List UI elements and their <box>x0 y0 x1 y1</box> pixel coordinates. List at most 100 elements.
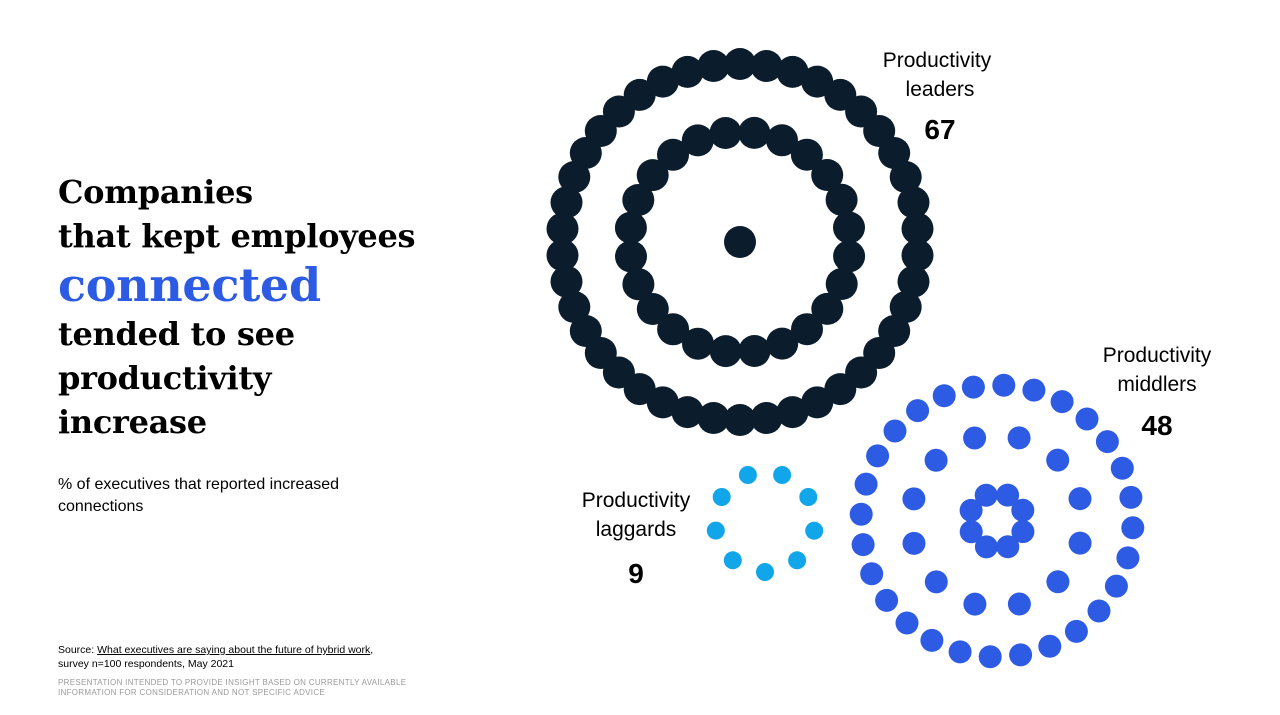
data-dot <box>646 386 679 419</box>
data-dot <box>546 212 579 245</box>
data-dot <box>697 402 730 434</box>
data-dot <box>1095 430 1119 454</box>
data-dot <box>657 313 690 346</box>
source-suffix: , <box>370 644 374 656</box>
data-dot <box>622 184 655 216</box>
headline-line-4: productivity <box>58 359 272 397</box>
data-dot <box>875 588 899 612</box>
data-dot <box>671 396 704 429</box>
data-dot <box>750 50 783 82</box>
data-dot <box>724 226 756 258</box>
data-dot <box>961 375 985 399</box>
data-dot <box>996 483 1020 507</box>
data-dot <box>697 50 730 82</box>
data-dot <box>974 483 998 507</box>
leaders-label-line-2: leaders <box>906 78 975 101</box>
data-dot <box>1104 574 1128 598</box>
data-dot <box>681 124 714 157</box>
leaders-label-line-1: Productivity <box>883 49 992 72</box>
data-dot <box>897 265 930 298</box>
data-dot <box>974 535 998 559</box>
data-dot <box>902 487 926 511</box>
data-dot <box>706 521 725 540</box>
data-dot <box>825 183 858 216</box>
data-dot <box>738 116 771 149</box>
data-dot <box>1050 390 1074 414</box>
data-dot <box>902 531 926 555</box>
data-dot <box>623 78 656 111</box>
source-prefix: Source: <box>58 644 98 656</box>
chart-subtitle: % of executives that reported increased … <box>58 476 340 515</box>
data-dot <box>801 386 834 419</box>
data-dot <box>723 551 742 570</box>
data-dot <box>932 384 956 408</box>
data-dot <box>959 498 983 522</box>
data-dot <box>766 124 798 157</box>
data-dot <box>963 426 987 450</box>
data-dot <box>860 562 884 586</box>
data-dot <box>776 55 809 88</box>
data-dot <box>901 212 934 245</box>
middlers-dot-cluster <box>849 373 1145 669</box>
data-dot <box>897 186 930 219</box>
data-dot <box>996 535 1020 559</box>
data-dot <box>924 570 948 594</box>
disclaimer: PRESENTATION INTENDED TO PROVIDE INSIGHT… <box>58 678 407 697</box>
data-dot <box>724 48 756 80</box>
data-dot <box>1068 487 1092 511</box>
data-dot <box>833 211 865 244</box>
data-dot <box>963 592 987 616</box>
source-link[interactable]: What executives are saying about the fut… <box>97 644 371 656</box>
data-dot <box>811 292 844 325</box>
data-dot <box>750 402 783 434</box>
data-dot <box>636 159 669 192</box>
data-dot <box>1121 516 1145 540</box>
data-dot <box>1046 448 1070 472</box>
data-dot <box>920 628 944 652</box>
headline-line-2: that kept employees <box>58 217 416 255</box>
data-dot <box>550 265 583 298</box>
data-dot <box>801 65 834 98</box>
source-survey-line: survey n=100 respondents, May 2021 <box>58 658 234 670</box>
data-dot <box>773 466 792 484</box>
data-dot <box>712 488 731 506</box>
data-dot <box>959 520 983 544</box>
data-dot <box>1087 599 1111 623</box>
headline-line-3: tended to see <box>58 315 295 353</box>
headline-line-1: Companies <box>58 173 253 211</box>
data-dot <box>622 268 655 301</box>
data-dot <box>1075 407 1099 431</box>
middlers-label-line-1: Productivity <box>1103 344 1212 367</box>
data-dot <box>569 315 602 347</box>
data-dot <box>1007 426 1031 450</box>
data-dot <box>889 291 922 323</box>
data-dot <box>948 640 972 664</box>
middlers-label-line-2: middlers <box>1117 373 1196 396</box>
data-dot <box>799 488 818 506</box>
data-dot <box>805 521 824 540</box>
data-dot <box>657 138 689 171</box>
data-dot <box>776 396 809 429</box>
data-dot <box>924 448 948 472</box>
data-dot <box>895 611 919 635</box>
data-dot <box>883 419 907 443</box>
data-dot <box>709 335 742 368</box>
headline-line-5: increase <box>58 403 207 441</box>
data-dot <box>682 327 714 360</box>
data-dot <box>671 55 704 88</box>
laggards-dot-cluster <box>706 466 824 581</box>
data-dot <box>636 293 669 325</box>
data-dot <box>756 563 774 581</box>
data-dot <box>824 373 857 406</box>
data-dot <box>1116 546 1140 570</box>
data-dot <box>558 291 591 323</box>
data-dot <box>558 161 591 193</box>
data-dot <box>1009 643 1033 667</box>
headline: Companies that kept employees connected … <box>58 170 498 444</box>
data-dot <box>978 645 1002 669</box>
leaders-dot-cluster <box>546 48 934 436</box>
headline-accent-word: connected <box>58 258 321 312</box>
data-dot <box>866 444 890 468</box>
data-dot <box>738 335 771 367</box>
